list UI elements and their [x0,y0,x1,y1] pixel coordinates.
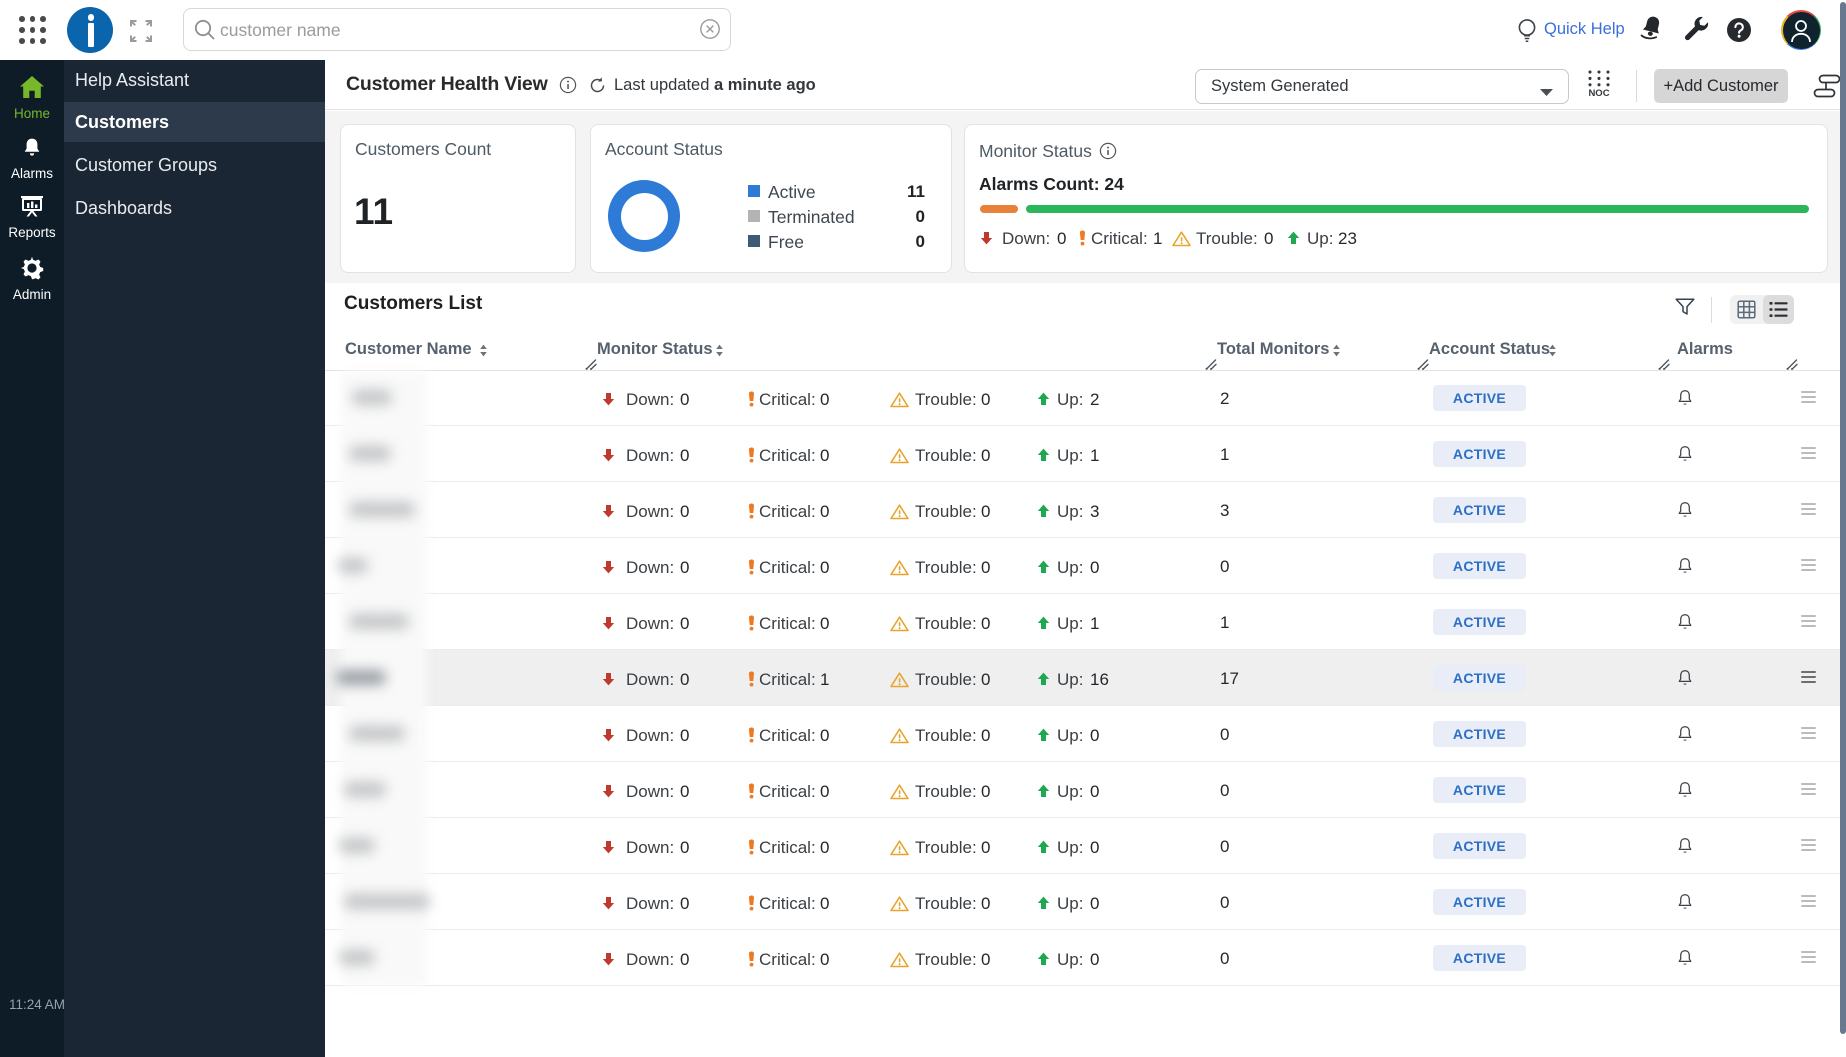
svg-text:NOC: NOC [1588,88,1609,97]
